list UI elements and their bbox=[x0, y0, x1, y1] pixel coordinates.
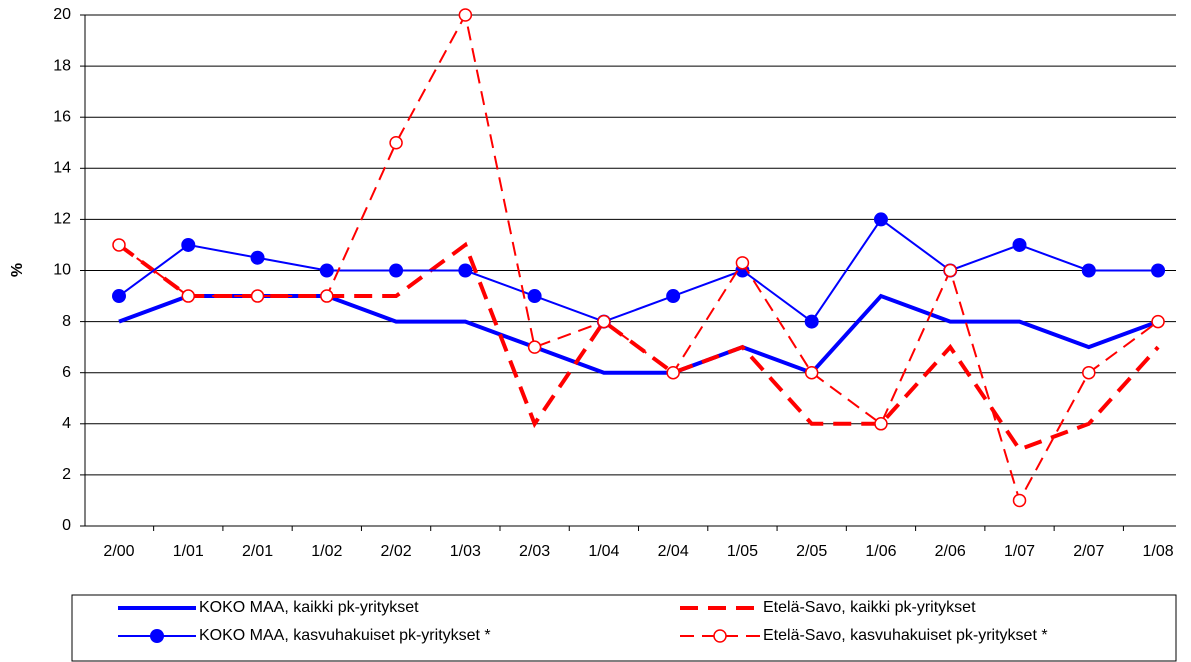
point-marker bbox=[1012, 493, 1027, 508]
x-tick-label: 1/07 bbox=[1004, 543, 1035, 560]
y-tick-label: 20 bbox=[53, 6, 71, 23]
point-marker bbox=[873, 212, 888, 227]
point-marker bbox=[597, 314, 611, 329]
point-marker bbox=[181, 289, 196, 303]
point-marker bbox=[250, 289, 265, 303]
y-tick-label: 6 bbox=[62, 364, 71, 381]
legend-box bbox=[71, 594, 1177, 662]
x-tick-label: 2/00 bbox=[103, 543, 134, 560]
legend-label: Etelä-Savo, kasvuhakuiset pk-yritykset * bbox=[763, 627, 1048, 644]
point-marker bbox=[458, 263, 473, 278]
series-line bbox=[118, 293, 1159, 376]
x-tick-label: 2/05 bbox=[796, 543, 827, 560]
y-tick-label: 16 bbox=[53, 108, 71, 125]
point-marker bbox=[320, 289, 334, 303]
point-marker bbox=[874, 417, 888, 431]
x-tick-label: 1/04 bbox=[588, 543, 619, 560]
x-tick-label: 2/02 bbox=[381, 543, 412, 560]
point-marker bbox=[389, 263, 404, 278]
point-marker bbox=[713, 629, 727, 643]
y-tick-label: 2 bbox=[62, 466, 71, 483]
point-marker bbox=[735, 256, 750, 270]
x-tick-label: 1/03 bbox=[450, 543, 481, 560]
y-tick-label: 14 bbox=[53, 160, 71, 177]
point-marker bbox=[250, 250, 265, 265]
point-marker bbox=[112, 238, 126, 252]
point-marker bbox=[150, 629, 164, 643]
y-tick-label: 8 bbox=[62, 313, 71, 330]
point-marker bbox=[1151, 314, 1165, 329]
point-marker bbox=[1082, 365, 1096, 380]
x-tick-label: 2/07 bbox=[1073, 543, 1104, 560]
x-tick-label: 2/03 bbox=[519, 543, 550, 560]
point-marker bbox=[527, 289, 542, 304]
x-tick-label: 1/08 bbox=[1142, 543, 1173, 560]
x-tick-label: 1/05 bbox=[727, 543, 758, 560]
point-marker bbox=[1081, 263, 1096, 278]
point-marker bbox=[804, 314, 819, 329]
point-marker bbox=[1012, 237, 1027, 252]
x-tick-label: 2/06 bbox=[935, 543, 966, 560]
x-tick-label: 2/04 bbox=[658, 543, 689, 560]
point-marker bbox=[1151, 263, 1166, 278]
y-tick-label: 10 bbox=[53, 262, 71, 279]
point-marker bbox=[943, 263, 957, 278]
point-marker bbox=[181, 237, 196, 252]
x-tick-label: 1/01 bbox=[173, 543, 204, 560]
point-marker bbox=[389, 136, 403, 150]
x-tick-label: 1/02 bbox=[311, 543, 342, 560]
legend-label: KOKO MAA, kaikki pk-yritykset bbox=[199, 599, 419, 616]
x-tick-label: 1/06 bbox=[865, 543, 896, 560]
x-tick-label: 2/01 bbox=[242, 543, 273, 560]
legend-label: Etelä-Savo, kaikki pk-yritykset bbox=[763, 599, 976, 616]
point-marker bbox=[666, 365, 680, 380]
y-tick-label: 4 bbox=[62, 415, 71, 432]
y-tick-label: 12 bbox=[53, 211, 71, 228]
point-marker bbox=[319, 263, 334, 278]
y-axis-label: % bbox=[9, 263, 26, 277]
series-line bbox=[118, 217, 1159, 324]
legend-label: KOKO MAA, kasvuhakuiset pk-yritykset * bbox=[199, 627, 491, 644]
y-tick-label: 18 bbox=[53, 57, 71, 74]
point-marker bbox=[804, 365, 819, 380]
point-marker bbox=[666, 289, 681, 304]
point-marker bbox=[527, 340, 542, 354]
y-tick-label: 0 bbox=[62, 517, 71, 534]
series-line bbox=[118, 12, 1159, 504]
point-marker bbox=[458, 8, 473, 22]
point-marker bbox=[112, 289, 126, 304]
